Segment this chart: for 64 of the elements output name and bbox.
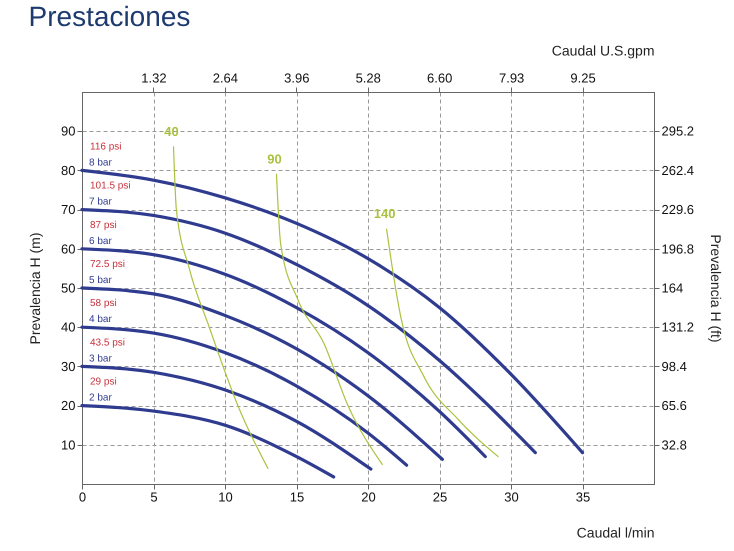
x-tick-label: 10 xyxy=(218,490,233,504)
line-series xyxy=(172,146,268,469)
y2-tick-label: 32.8 xyxy=(662,437,687,452)
x2-tick-label: 2.64 xyxy=(212,70,238,86)
chart-title: Prestaciones xyxy=(28,1,190,32)
y2-axis-title: Prevalencia H (ft) xyxy=(708,234,724,343)
series-label: 7 bar xyxy=(89,196,112,208)
annotation: 116 psi xyxy=(90,141,122,152)
y2-tick-label: 229.6 xyxy=(662,202,694,218)
line-series xyxy=(80,364,372,471)
y-tick-label: 50 xyxy=(61,280,76,296)
line-series xyxy=(80,326,408,467)
series-label: 5 bar xyxy=(89,275,112,286)
series-label: 4 bar xyxy=(89,314,112,326)
line-series xyxy=(80,208,537,454)
series-label: 8 bar xyxy=(89,157,112,168)
x-tick-label: 0 xyxy=(78,490,86,504)
y2-tick-label: 98.4 xyxy=(662,358,687,374)
y-tick-label: 90 xyxy=(61,124,76,139)
x-tick-label: 5 xyxy=(150,490,158,504)
y-axis-title: Prevalencia H (m) xyxy=(27,232,44,345)
x2-tick-label: 1.32 xyxy=(141,70,167,86)
y-tick-label: 30 xyxy=(61,358,76,374)
y-tick-label: 10 xyxy=(61,437,76,452)
series-label: 90 xyxy=(267,151,282,166)
series-label: 6 bar xyxy=(89,236,112,247)
y2-tick-label: 196.8 xyxy=(662,241,694,256)
y2-tick-label: 262.4 xyxy=(662,162,694,178)
line-series xyxy=(80,286,444,461)
line-series xyxy=(80,247,487,458)
x-tick-label: 15 xyxy=(290,490,304,504)
x2-tick-label: 3.96 xyxy=(284,70,310,86)
annotation: 101.5 psi xyxy=(90,180,131,192)
y2-tick-label: 65.6 xyxy=(662,398,687,414)
x-axis-title: Caudal l/min xyxy=(576,524,654,540)
annotation: 43.5 psi xyxy=(90,337,126,348)
line-series xyxy=(386,228,499,458)
annotation: 58 psi xyxy=(90,298,117,310)
y-tick-label: 20 xyxy=(61,398,76,414)
x-tick-label: 25 xyxy=(432,490,448,504)
x-tick-label: 35 xyxy=(576,490,590,504)
y-tick-label: 70 xyxy=(61,202,76,218)
y-tick-label: 60 xyxy=(61,241,76,256)
x2-tick-label: 6.60 xyxy=(427,70,452,86)
annotation: 87 psi xyxy=(90,220,117,231)
x2-axis-title: Caudal U.S.gpm xyxy=(552,42,654,58)
y2-tick-label: 295.2 xyxy=(662,124,694,139)
x2-tick-label: 9.25 xyxy=(570,70,596,86)
y-tick-label: 40 xyxy=(61,320,76,335)
y-tick-label: 80 xyxy=(61,162,76,178)
series-label: 140 xyxy=(374,206,396,222)
x2-tick-label: 7.93 xyxy=(498,70,524,86)
y2-tick-label: 164 xyxy=(662,280,684,296)
x-tick-label: 30 xyxy=(504,490,519,504)
line-series xyxy=(80,168,584,454)
series-label: 2 bar xyxy=(89,392,112,404)
y2-tick-label: 131.2 xyxy=(662,320,694,335)
series-label: 3 bar xyxy=(89,353,112,364)
x-tick-label: 20 xyxy=(361,490,376,504)
series-label: 40 xyxy=(164,124,179,139)
line-series xyxy=(80,404,336,479)
x2-tick-label: 5.28 xyxy=(356,70,381,86)
annotation: 29 psi xyxy=(90,376,117,388)
annotation: 72.5 psi xyxy=(90,259,126,270)
